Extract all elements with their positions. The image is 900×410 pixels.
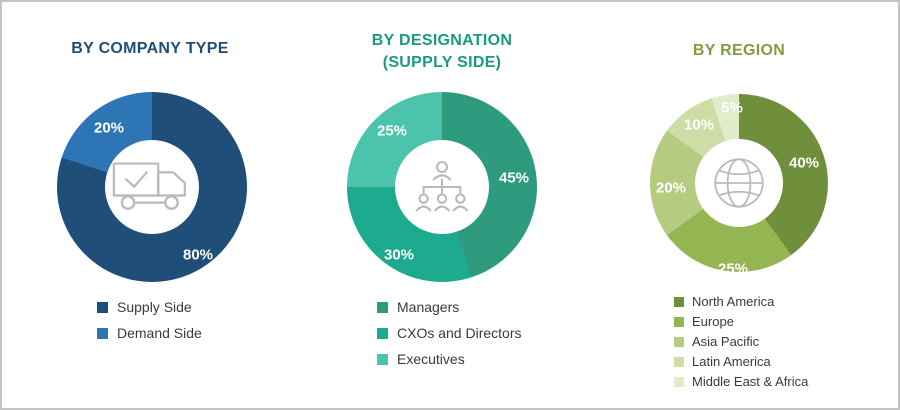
legend-swatch: [674, 336, 684, 347]
donut-region: [650, 94, 828, 272]
pct-label-cxos-directors: 30%: [383, 246, 415, 264]
legend-item-executives: Executives: [377, 351, 521, 367]
pct-label-asia-pacific: 20%: [655, 179, 687, 197]
legend-region: North America Europe Asia Pacific Latin …: [674, 294, 808, 394]
pct-label-latin-america: 10%: [683, 116, 715, 134]
donut-hole-region: [695, 139, 783, 227]
legend-swatch: [97, 301, 108, 313]
legend-label: Managers: [397, 299, 460, 315]
legend-swatch: [674, 376, 684, 387]
legend-swatch: [377, 327, 388, 339]
pct-label-middle-east-africa: 5%: [721, 99, 743, 117]
legend-label: Middle East & Africa: [692, 374, 809, 389]
chart-title-region: BY REGION: [692, 42, 786, 59]
legend-item-europe: Europe: [674, 314, 808, 329]
org-chart-icon: [415, 160, 469, 212]
title-line2: (SUPPLY SIDE): [382, 54, 502, 71]
pct-label-supply-side: 80%: [182, 246, 214, 264]
legend-company-type: Supply Side Demand Side: [97, 299, 202, 351]
truck-icon: [112, 161, 186, 210]
pct-label-demand-side: 20%: [93, 119, 125, 137]
legend-item-north-america: North America: [674, 294, 808, 309]
legend-label: North America: [692, 294, 775, 309]
pct-label-north-america: 40%: [788, 154, 820, 172]
legend-label: Europe: [692, 314, 734, 329]
legend-label: Latin America: [692, 354, 771, 369]
legend-label: CXOs and Directors: [397, 325, 522, 341]
legend-item-supply-side: Supply Side: [97, 299, 202, 315]
legend-item-asia-pacific: Asia Pacific: [674, 334, 808, 349]
pct-label-europe: 25%: [717, 260, 749, 278]
legend-swatch: [377, 301, 388, 313]
legend-swatch: [97, 327, 108, 339]
donut-designation: [347, 92, 537, 282]
legend-label: Demand Side: [117, 325, 202, 341]
pct-label-executives: 25%: [376, 122, 408, 140]
legend-swatch: [377, 353, 388, 365]
chart-title-company-type: BY COMPANY TYPE: [71, 40, 229, 57]
donut-hole-designation: [395, 140, 489, 234]
donut-hole-company-type: [105, 140, 199, 234]
legend-label: Executives: [397, 351, 465, 367]
legend-item-demand-side: Demand Side: [97, 325, 202, 341]
legend-item-cxos-directors: CXOs and Directors: [377, 325, 521, 341]
title-line1: BY DESIGNATION: [371, 32, 513, 49]
legend-item-middle-east-africa: Middle East & Africa: [674, 374, 808, 389]
legend-designation: Managers CXOs and Directors Executives: [377, 299, 521, 377]
globe-icon: [714, 158, 764, 208]
legend-swatch: [674, 356, 684, 367]
legend-label: Supply Side: [117, 299, 192, 315]
pct-label-managers: 45%: [498, 169, 530, 187]
legend-item-managers: Managers: [377, 299, 521, 315]
legend-swatch: [674, 316, 684, 327]
legend-item-latin-america: Latin America: [674, 354, 808, 369]
legend-swatch: [674, 296, 684, 307]
chart-title-designation: BY DESIGNATION (SUPPLY SIDE): [332, 30, 552, 74]
donut-company-type: [57, 92, 247, 282]
legend-label: Asia Pacific: [692, 334, 760, 349]
